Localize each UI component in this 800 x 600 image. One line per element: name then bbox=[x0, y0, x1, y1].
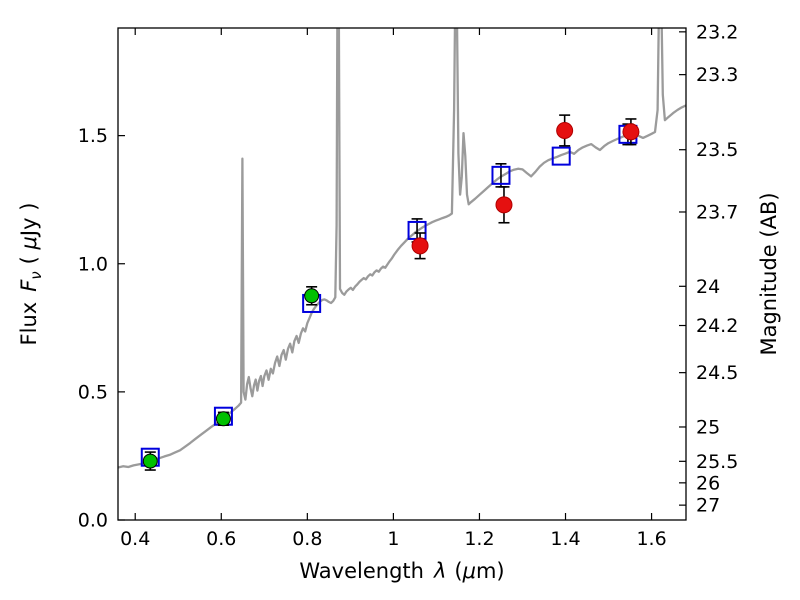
model-photometry-marker bbox=[491, 165, 511, 185]
y-right-tick-label: 23.3 bbox=[696, 64, 738, 86]
y-axis-right-label: Magnitude (AB) bbox=[757, 192, 781, 355]
x-tick-label: 1.6 bbox=[636, 528, 666, 550]
x-axis-label: Wavelength λ (μm) bbox=[299, 559, 504, 583]
x-tick-label: 0.8 bbox=[292, 528, 322, 550]
observed-nir-marker bbox=[411, 237, 429, 255]
y-left-tick-label: 1.0 bbox=[78, 253, 108, 275]
y-right-tick-label: 23.7 bbox=[696, 201, 738, 223]
axes-frame bbox=[117, 27, 687, 521]
observed-optical-marker bbox=[142, 453, 158, 469]
x-tick-label: 1.4 bbox=[550, 528, 580, 550]
x-tick-label: 1 bbox=[387, 528, 399, 550]
model-spectrum-line bbox=[118, 28, 686, 469]
x-tick-label: 1.2 bbox=[464, 528, 494, 550]
observed-nir-marker bbox=[622, 123, 640, 141]
y-right-tick-label: 24.5 bbox=[696, 362, 738, 384]
observed-optical-marker bbox=[304, 288, 320, 304]
y-right-tick-label: 27 bbox=[696, 495, 720, 517]
model-photometry-marker bbox=[551, 146, 571, 166]
y-left-tick-label: 1.5 bbox=[78, 125, 108, 147]
y-axis-left-label: FluxFν( μJy ) bbox=[17, 203, 45, 346]
y-right-tick-label: 24 bbox=[696, 276, 720, 298]
y-right-tick-label: 26 bbox=[696, 472, 720, 494]
y-right-tick-label: 25 bbox=[696, 416, 720, 438]
x-tick-label: 0.4 bbox=[120, 528, 150, 550]
y-left-tick-label: 0.5 bbox=[78, 381, 108, 403]
observed-nir-marker bbox=[495, 196, 513, 214]
y-right-tick-label: 24.2 bbox=[696, 315, 738, 337]
x-tick-label: 0.6 bbox=[206, 528, 236, 550]
y-left-tick-label: 0.0 bbox=[78, 510, 108, 532]
observed-optical-marker bbox=[215, 411, 231, 427]
observed-nir-marker bbox=[556, 122, 574, 139]
plot-content: 0.4 0.6 0.8 1 1.2 1.4 1.6 0.0 0.5 1.0 1.5 23.2 23.3 2… bbox=[78, 21, 739, 550]
y-right-tick-label: 25.5 bbox=[696, 451, 738, 473]
y-right-tick-label: 23.5 bbox=[696, 139, 738, 161]
y-right-tick-label: 23.2 bbox=[696, 21, 738, 43]
